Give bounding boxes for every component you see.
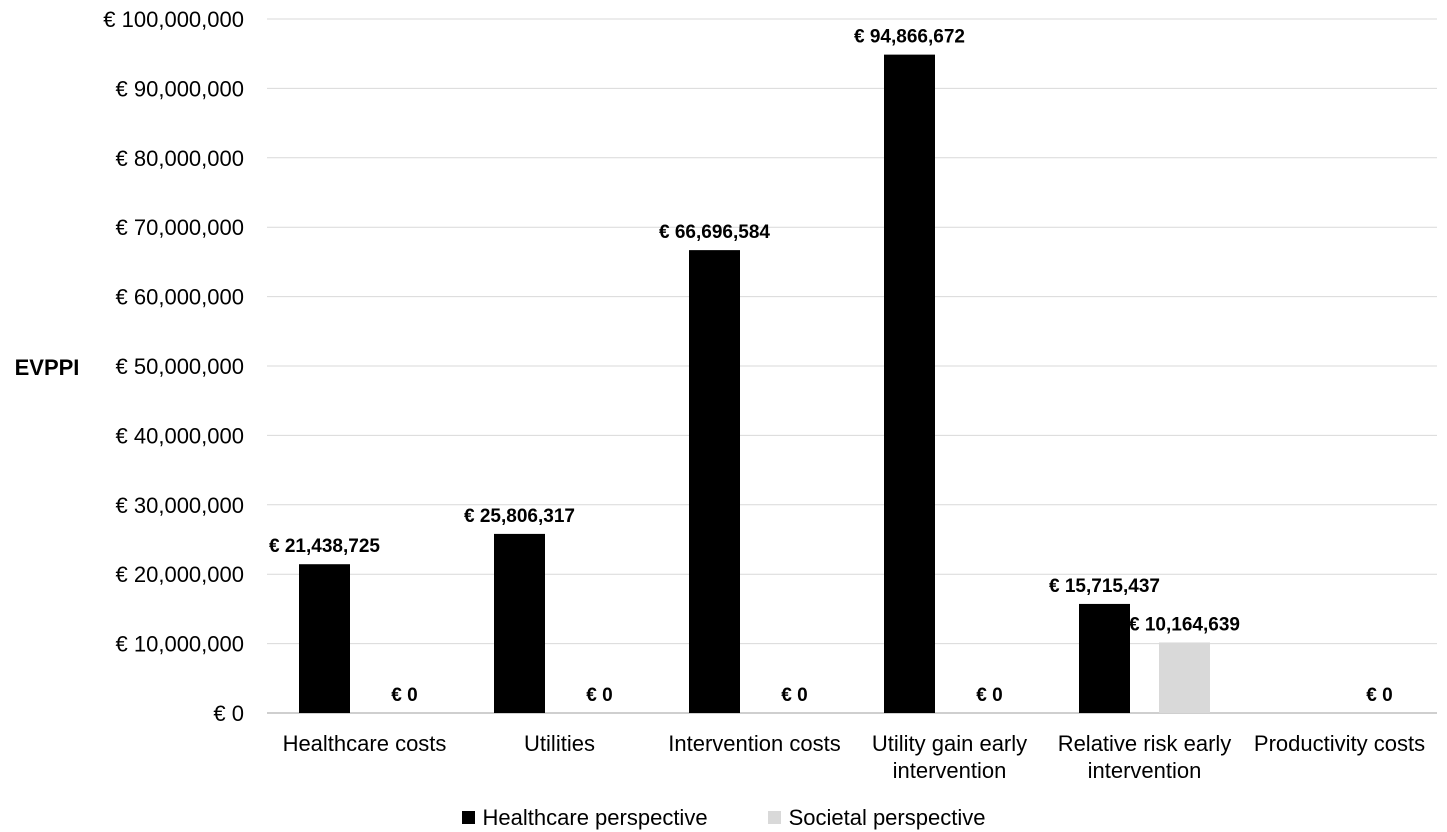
evppi-bar-chart: € 0 € 10,000,000 € 20,000,000 € 30,000,000 €… <box>15 7 1437 783</box>
y-tick-label: € 30,000,000 <box>116 493 244 518</box>
category-labels: Healthcare costs Utilities Intervention co… <box>283 731 1426 783</box>
data-label: € 94,866,672 <box>854 27 965 48</box>
y-axis-label: EVPPI <box>15 355 80 380</box>
legend-swatch-societal <box>767 811 781 824</box>
y-tick-label: € 60,000,000 <box>116 285 244 310</box>
data-label: € 66,696,584 <box>659 222 770 243</box>
data-label: € 10,164,639 <box>1129 614 1240 635</box>
x-category-label: Healthcare costs <box>283 731 447 756</box>
bar-societal <box>1159 642 1210 713</box>
y-axis-ticks: € 0 € 10,000,000 € 20,000,000 € 30,000,000 €… <box>103 7 244 726</box>
y-tick-label: € 100,000,000 <box>103 7 244 32</box>
y-tick-label: € 70,000,000 <box>116 215 244 240</box>
x-category-label: Productivity costs <box>1254 731 1425 756</box>
bar-healthcare <box>299 564 350 713</box>
legend: Healthcare perspective Societal perspect… <box>0 803 1447 832</box>
legend-swatch-healthcare <box>461 811 475 824</box>
data-label: € 0 <box>976 685 1002 706</box>
data-label: € 21,438,725 <box>269 536 380 557</box>
data-label: € 25,806,317 <box>464 506 575 527</box>
x-category-label: Utilities <box>524 731 595 756</box>
data-label: € 0 <box>1366 685 1392 706</box>
y-tick-label: € 80,000,000 <box>116 146 244 171</box>
x-category-label: Intervention costs <box>668 731 840 756</box>
y-tick-label: € 40,000,000 <box>116 423 244 448</box>
gridlines <box>267 18 1437 645</box>
legend-label-healthcare: Healthcare perspective <box>482 804 708 830</box>
legend-label-societal: Societal perspective <box>788 804 986 830</box>
x-category-label: Utility gain early <box>872 731 1027 756</box>
y-tick-label: € 0 <box>213 701 244 726</box>
legend-item-societal: Societal perspective <box>767 804 986 831</box>
legend-item-healthcare: Healthcare perspective <box>461 804 708 831</box>
x-category-label: Relative risk early <box>1058 731 1232 756</box>
x-category-label: intervention <box>1088 758 1202 783</box>
y-tick-label: € 10,000,000 <box>116 632 244 657</box>
data-label: € 15,715,437 <box>1049 576 1160 597</box>
bar-healthcare <box>884 54 935 713</box>
data-label: € 0 <box>586 685 612 706</box>
x-category-label: intervention <box>893 758 1007 783</box>
bars <box>299 54 1210 713</box>
y-tick-label: € 90,000,000 <box>116 76 244 101</box>
y-tick-label: € 20,000,000 <box>116 562 244 587</box>
bar-healthcare <box>1079 603 1130 713</box>
data-labels: € 21,438,725 € 0 € 25,806,317 € 0 € 66,696,5… <box>269 27 1393 706</box>
bar-healthcare <box>494 533 545 713</box>
y-tick-label: € 50,000,000 <box>116 354 244 379</box>
data-label: € 0 <box>391 685 417 706</box>
bar-healthcare <box>689 250 740 713</box>
data-label: € 0 <box>781 685 807 706</box>
